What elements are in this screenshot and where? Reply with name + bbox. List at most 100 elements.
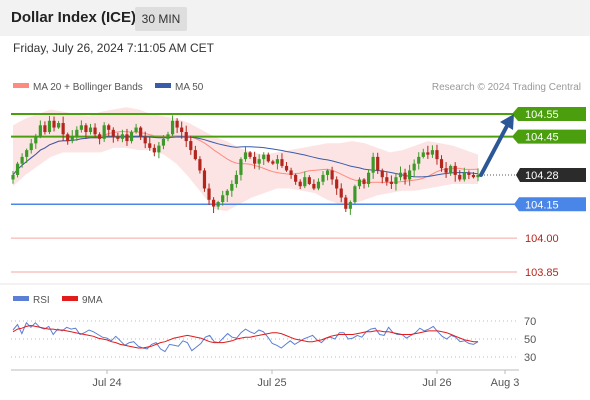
candle-body <box>362 179 366 184</box>
candle-body <box>180 127 184 133</box>
candle-body <box>170 120 175 135</box>
candle-body <box>230 183 234 191</box>
candle-body <box>439 159 444 169</box>
candle-body <box>444 168 448 173</box>
candle-body <box>221 195 225 203</box>
candle-body <box>312 183 316 189</box>
projection-arrow-head <box>500 114 514 130</box>
candle-body <box>289 170 293 175</box>
timeframe-badge[interactable]: 30 MIN <box>135 7 187 31</box>
candle-body <box>11 174 15 180</box>
candle-body <box>143 136 147 144</box>
candle-body <box>234 174 238 184</box>
candle-body <box>34 136 38 144</box>
candle-body <box>88 127 93 133</box>
candle-body <box>161 138 166 146</box>
candle-body <box>325 170 330 175</box>
candle-body <box>394 177 398 184</box>
candle-body <box>202 170 207 189</box>
candle-body <box>184 132 188 142</box>
candle-body <box>66 134 70 142</box>
credit-text: Research © 2024 Trading Central <box>432 82 581 93</box>
candle-body <box>56 123 61 128</box>
candle-body <box>280 159 284 166</box>
candle-body <box>102 125 106 139</box>
candle-body <box>303 177 307 187</box>
rsi-ma-legend-label: 9MA <box>82 295 103 306</box>
candle-body <box>353 186 357 203</box>
candle-body <box>298 181 302 187</box>
candle-body <box>357 179 362 187</box>
candle-body <box>93 127 97 135</box>
x-tick-label: Jul 26 <box>422 377 451 389</box>
candle-body <box>207 188 211 200</box>
ma50-legend-label: MA 50 <box>175 82 204 93</box>
level-104-45-label: 104.45 <box>525 132 559 144</box>
x-tick-label: Aug 3 <box>491 377 520 389</box>
candle-body <box>70 136 74 142</box>
rsi-legend-swatch <box>13 296 29 301</box>
ma20-legend-swatch <box>13 83 29 88</box>
candle-body <box>98 134 102 139</box>
candle-body <box>371 156 375 173</box>
level-104-28-label: 104.28 <box>525 170 559 182</box>
candle-body <box>398 172 403 178</box>
x-axis: Jul 24 Jul 25 Jul 26 Aug 3 <box>92 370 519 389</box>
level-104-15-tag <box>514 197 586 212</box>
candle-body <box>29 143 33 151</box>
candle-body <box>316 181 321 189</box>
rsi-ma-line <box>12 324 478 349</box>
timestamp: Friday, July 26, 2024 7:11:05 AM CET <box>13 41 214 55</box>
candle-body <box>262 154 266 160</box>
ma20-legend-label: MA 20 + Bollinger Bands <box>33 82 143 93</box>
candle-body <box>380 170 384 178</box>
candle-body <box>61 123 65 135</box>
candle-body <box>139 127 143 137</box>
candle-body <box>134 127 138 133</box>
candle-body <box>366 172 371 184</box>
x-tick-label: Jul 24 <box>92 377 121 389</box>
candle-body <box>125 134 129 142</box>
candle-body <box>417 156 421 164</box>
candle-body <box>175 120 179 128</box>
candle-body <box>84 125 88 133</box>
candle-body <box>330 170 334 180</box>
candle-body <box>275 159 280 164</box>
candle-body <box>430 150 435 155</box>
candle-body <box>129 132 134 142</box>
candle-body <box>107 125 111 130</box>
candle-body <box>307 177 311 184</box>
candle-body <box>79 125 83 130</box>
candle-body <box>471 174 476 178</box>
level-104-28-tag <box>516 167 586 182</box>
candle-body <box>412 163 416 171</box>
candle-body <box>157 145 161 153</box>
candle-body <box>294 174 298 182</box>
candle-body <box>75 129 79 137</box>
header-bar: Dollar Index (ICE) 30 MIN <box>0 0 590 36</box>
ma50-legend-swatch <box>155 83 171 88</box>
candle-body <box>435 150 439 160</box>
rsi-tick-50: 50 <box>524 334 536 346</box>
candle-body <box>38 125 42 137</box>
level-103-85-label: 103.85 <box>525 267 559 279</box>
candle-body <box>339 188 343 198</box>
candle-body <box>152 147 156 153</box>
candle-body <box>335 179 339 189</box>
candle-body <box>403 172 407 180</box>
level-104-00-label: 104.00 <box>525 233 559 245</box>
x-tick-label: Jul 25 <box>257 377 286 389</box>
level-104-55-label: 104.55 <box>525 109 559 121</box>
level-104-55-tag <box>512 107 586 121</box>
level-104-15-label: 104.15 <box>525 199 559 211</box>
candle-body <box>271 161 275 164</box>
candle-body <box>216 202 220 207</box>
candle-body <box>449 165 453 173</box>
candle-body <box>111 129 115 137</box>
candle-body <box>284 165 289 171</box>
candle-body <box>148 143 152 148</box>
rsi-tick-30: 30 <box>524 352 536 364</box>
candle-body <box>257 159 261 164</box>
